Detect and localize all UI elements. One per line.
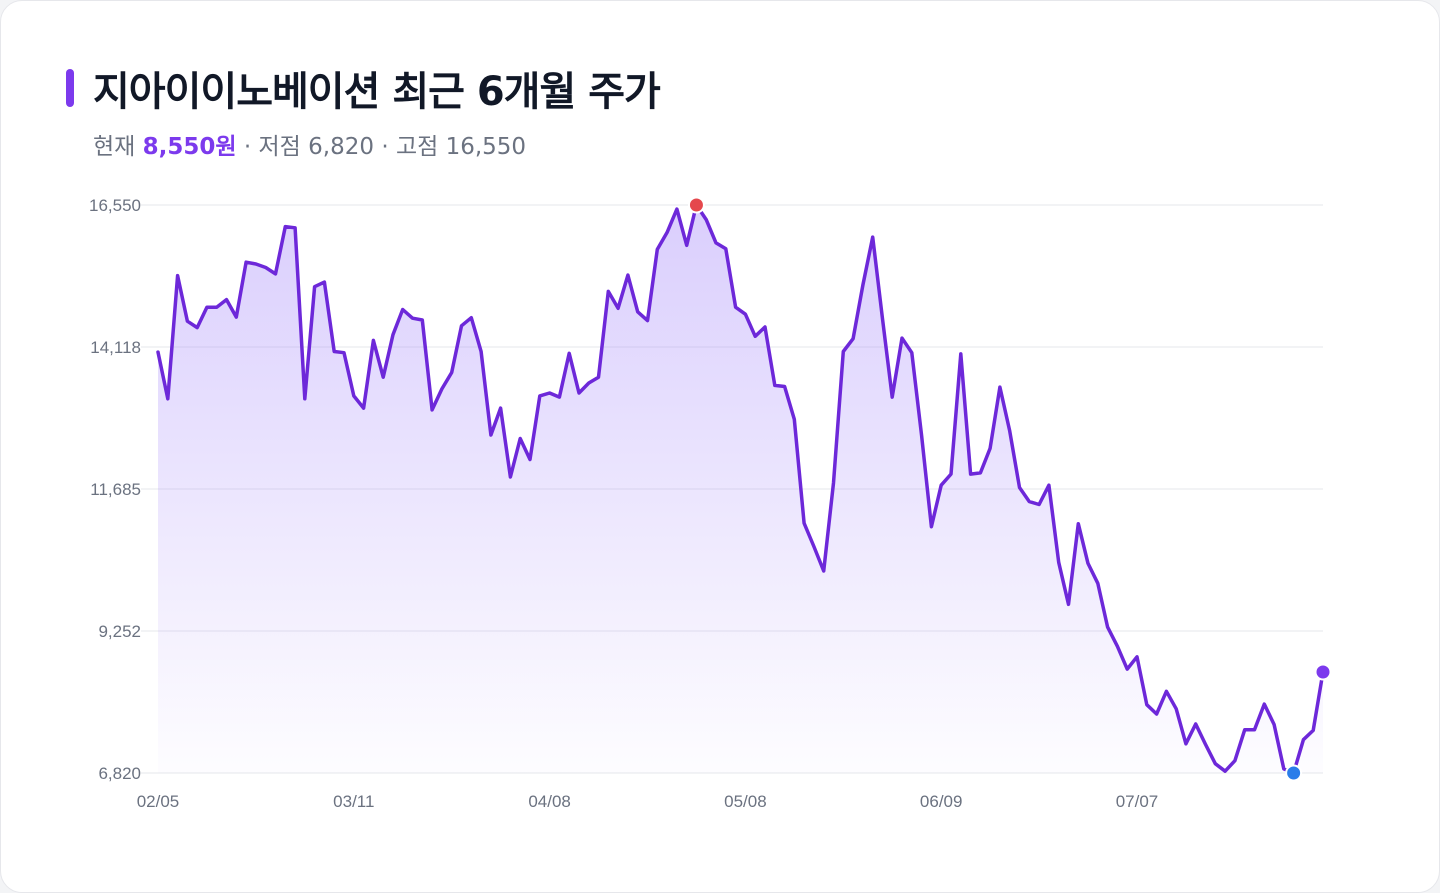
price-line bbox=[156, 203, 1325, 775]
low-value: 6,820 bbox=[308, 134, 374, 160]
high-point-marker bbox=[687, 196, 705, 214]
y-tick-label: 9,252 bbox=[98, 622, 141, 641]
y-tick-label: 16,550 bbox=[89, 196, 141, 215]
title-accent-bar bbox=[66, 69, 74, 107]
price-summary: 현재 8,550원 · 저점 6,820 · 고점 16,550 bbox=[93, 127, 526, 161]
high-label: 고점 bbox=[395, 134, 439, 160]
low-point-marker bbox=[1285, 764, 1303, 782]
x-axis-labels: 02/05 03/11 04/08 05/08 06/09 07/07 bbox=[137, 792, 1159, 811]
x-tick-label: 02/05 bbox=[137, 792, 180, 811]
y-tick-label: 11,685 bbox=[90, 480, 141, 499]
current-price: 8,550원 bbox=[142, 134, 237, 160]
low-label: 저점 bbox=[258, 134, 301, 160]
y-tick-label: 14,118 bbox=[90, 338, 141, 357]
price-markers bbox=[687, 196, 1332, 782]
high-value: 16,550 bbox=[445, 134, 527, 160]
chart-title: 지아이이노베이션 최근 6개월 주가 bbox=[93, 69, 661, 115]
separator: · bbox=[243, 134, 252, 160]
y-axis-labels: 6,820 9,252 11,685 14,118 16,550 bbox=[89, 196, 141, 783]
x-tick-label: 03/11 bbox=[333, 792, 374, 811]
y-tick-label: 6,820 bbox=[98, 764, 141, 783]
x-tick-label: 05/08 bbox=[724, 792, 767, 811]
current-point-marker bbox=[1314, 663, 1332, 681]
current-label: 현재 bbox=[93, 134, 136, 160]
separator: · bbox=[381, 134, 389, 160]
price-area-fill bbox=[158, 205, 1323, 773]
x-tick-label: 06/09 bbox=[920, 792, 963, 811]
x-tick-label: 07/07 bbox=[1116, 792, 1159, 811]
x-tick-label: 04/08 bbox=[528, 792, 571, 811]
